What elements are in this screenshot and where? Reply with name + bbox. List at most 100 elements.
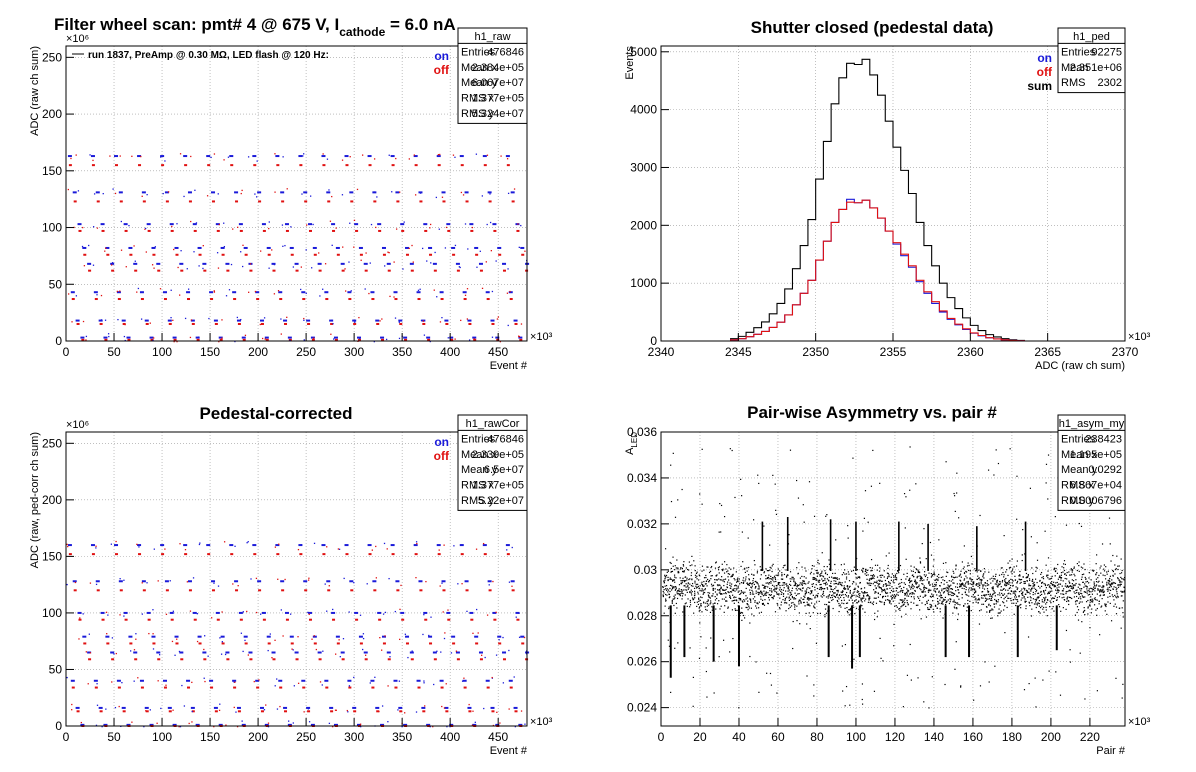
- point: [665, 576, 667, 578]
- point: [982, 585, 984, 587]
- stats-value: 92275: [1091, 46, 1122, 58]
- point: [778, 583, 780, 585]
- point-scatter: [267, 726, 270, 728]
- point-off: [83, 642, 87, 645]
- point-on: [90, 544, 95, 547]
- point: [834, 596, 837, 598]
- point: [1002, 601, 1004, 603]
- point: [743, 568, 745, 570]
- point-scatter: [286, 188, 288, 190]
- point-off: [516, 618, 520, 621]
- point: [1046, 575, 1048, 577]
- point: [763, 584, 765, 586]
- point: [915, 582, 917, 584]
- point: [929, 603, 931, 606]
- point-off: [391, 164, 395, 167]
- point-scatter: [217, 585, 220, 587]
- point: [898, 583, 900, 585]
- point: [702, 585, 704, 587]
- point: [1099, 595, 1101, 597]
- point: [944, 579, 946, 582]
- point: [774, 578, 777, 581]
- point: [689, 583, 691, 585]
- point-off: [465, 200, 469, 203]
- point: [1095, 585, 1097, 587]
- point: [693, 560, 695, 562]
- point-off: [265, 338, 269, 341]
- point: [742, 582, 744, 584]
- point-on: [449, 723, 454, 726]
- point-off: [399, 322, 403, 325]
- point-off: [506, 164, 510, 167]
- point: [1068, 589, 1070, 591]
- point-off: [91, 164, 95, 167]
- point: [877, 592, 879, 594]
- point-off: [376, 710, 380, 713]
- point: [707, 578, 709, 581]
- point-on: [236, 706, 241, 709]
- point-outlier: [1009, 448, 1011, 450]
- point: [1039, 587, 1041, 589]
- point: [769, 594, 771, 596]
- point-off: [405, 253, 409, 256]
- point: [975, 597, 977, 599]
- point: [1112, 574, 1114, 577]
- point-off: [348, 298, 352, 301]
- point: [1107, 587, 1109, 589]
- point: [731, 589, 734, 591]
- point-off: [387, 269, 391, 272]
- point: [884, 599, 887, 601]
- point: [959, 583, 961, 585]
- point: [830, 576, 833, 578]
- point-scatter: [443, 707, 446, 709]
- point-outlier: [909, 489, 911, 491]
- point-off: [262, 618, 266, 621]
- point: [1080, 566, 1082, 568]
- point: [1020, 590, 1022, 592]
- point-scatter: [263, 709, 266, 711]
- point: [939, 584, 941, 587]
- point: [1049, 600, 1051, 602]
- point: [744, 571, 746, 574]
- point-outlier: [879, 580, 881, 582]
- point: [725, 600, 727, 602]
- point-scatter: [513, 676, 515, 678]
- point: [925, 558, 927, 560]
- point-on: [502, 651, 507, 654]
- point: [834, 563, 836, 566]
- point-scatter: [386, 548, 388, 550]
- point: [849, 585, 851, 587]
- point: [802, 587, 804, 589]
- point-scatter: [190, 319, 193, 321]
- point-on: [100, 611, 105, 614]
- point: [1114, 603, 1116, 605]
- point: [1121, 581, 1123, 583]
- point-on: [283, 706, 288, 709]
- point-on: [386, 651, 391, 654]
- point: [1006, 595, 1008, 597]
- point: [941, 597, 943, 599]
- point: [884, 588, 886, 591]
- point: [696, 571, 698, 573]
- point: [1051, 590, 1053, 592]
- point-scatter: [461, 544, 463, 546]
- point: [930, 573, 932, 575]
- x-tick-label: 0: [63, 345, 70, 359]
- point: [788, 596, 790, 598]
- point: [808, 599, 810, 601]
- point-scatter: [484, 656, 486, 659]
- point: [972, 589, 974, 591]
- point-scatter: [381, 318, 383, 320]
- point: [987, 590, 989, 592]
- point-outlier: [1093, 583, 1096, 585]
- point-scatter: [82, 226, 84, 229]
- point-scatter: [518, 336, 521, 338]
- point: [871, 602, 873, 604]
- point: [814, 578, 816, 580]
- point: [1031, 587, 1033, 589]
- point-on: [215, 611, 220, 614]
- point-scatter: [300, 288, 302, 291]
- point: [910, 596, 913, 598]
- point: [830, 585, 833, 587]
- point: [1032, 572, 1034, 575]
